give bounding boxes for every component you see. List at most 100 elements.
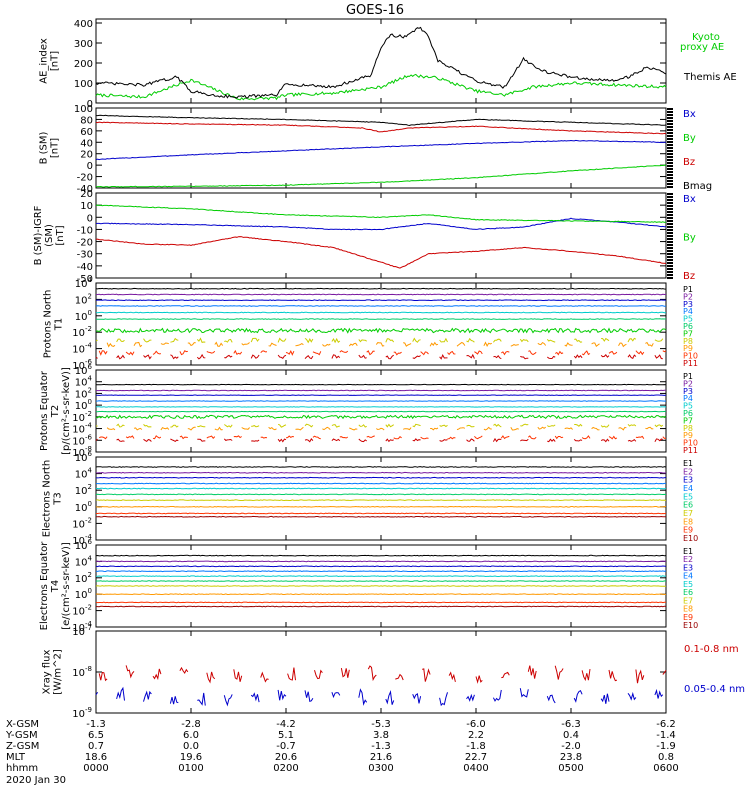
series-line: [95, 585, 667, 587]
legend-kyoto-proxy-ae-line2: proxy AE: [680, 42, 724, 53]
legend-e9: E9: [683, 526, 693, 535]
series-line: [98, 349, 667, 356]
edge-mark: [667, 265, 673, 267]
plot-title: GOES-16: [346, 3, 404, 18]
y-tick-label: 106: [75, 450, 93, 464]
y-tick-label: 100: [74, 79, 93, 90]
ephemeris-label-hhmm: hhmm: [6, 763, 38, 774]
y-tick-label: 200: [74, 59, 93, 70]
series-line: [95, 437, 663, 443]
y-axis-label: T3: [53, 492, 64, 505]
y-tick-label: -40: [77, 184, 93, 195]
ephemeris-value: 0500: [558, 763, 583, 774]
y-tick-label: -20: [77, 173, 93, 184]
ephemeris-value: 22.7: [465, 752, 487, 763]
y-tick-label: 10-2: [72, 516, 92, 530]
legend-by: By: [683, 133, 696, 144]
series-line: [95, 217, 667, 231]
legend-e6: E6: [683, 501, 693, 510]
ephemeris-value: -6.3: [561, 719, 581, 730]
y-tick-label: -10: [77, 225, 93, 236]
y-tick-label: 10-4: [72, 620, 92, 634]
series-line: [95, 570, 667, 573]
edge-mark: [667, 274, 673, 276]
series-line: [96, 482, 666, 485]
series-line: [95, 554, 667, 557]
y-tick-label: 10-7: [72, 624, 92, 638]
legend-p10: P10: [683, 352, 698, 361]
ephemeris-value: 0.7: [88, 741, 104, 752]
y-axis-label: (SM): [44, 224, 55, 247]
edge-mark: [667, 153, 673, 155]
y-tick-label: 10-2: [72, 325, 92, 339]
legend-bx: Bx: [683, 194, 696, 205]
ephemeris-value: 0.4: [563, 730, 579, 741]
legend-p7: P7: [683, 416, 693, 425]
legend-p1: P1: [683, 372, 693, 381]
edge-mark: [667, 165, 673, 167]
legend-p4: P4: [683, 307, 693, 316]
legend-e3: E3: [683, 476, 693, 485]
ephemeris-value: 21.6: [370, 752, 392, 763]
legend-p8: P8: [683, 337, 693, 346]
y-tick-label: 102: [75, 483, 92, 497]
panel-7: 106 104 102 100 10-2 10-4 Electrons Equator T4[…: [39, 538, 698, 634]
series-line: [96, 512, 667, 515]
y-tick-label: 104: [75, 554, 93, 568]
legend-p9: P9: [683, 344, 693, 353]
edge-mark: [667, 247, 673, 249]
panel-frame: [95, 630, 667, 714]
legend-p2: P2: [683, 379, 693, 388]
y-tick-label: 300: [74, 39, 93, 50]
legend-e10: E10: [683, 534, 698, 543]
series-line: [96, 114, 667, 127]
legend-e10: E10: [683, 621, 698, 630]
series-line: [95, 293, 667, 296]
legend-e1: E1: [683, 459, 693, 468]
edge-mark: [667, 177, 673, 179]
series-line: [95, 353, 663, 360]
ephemeris-value: -1.3: [371, 741, 391, 752]
ephemeris-value: 5.1: [278, 730, 294, 741]
ephemeris-value: 0100: [178, 763, 203, 774]
y-axis-label: Electrons Equator: [39, 541, 50, 631]
edge-mark: [667, 141, 673, 143]
y-axis-label: Xray flux: [42, 650, 53, 695]
legend-themis-ae: Themis AE: [683, 72, 737, 83]
y-tick-label: 100: [75, 500, 92, 514]
series-line: [98, 435, 667, 440]
series-line: [98, 665, 667, 684]
legend-p5: P5: [683, 315, 693, 324]
edge-mark: [667, 193, 673, 195]
ephemeris-value: 0.8: [658, 752, 674, 763]
legend-p4: P4: [683, 394, 693, 403]
ephemeris-label-mlt: MLT: [6, 752, 26, 763]
legend-e4: E4: [683, 484, 693, 493]
edge-mark: [667, 235, 673, 237]
legend-kyoto-proxy-ae-line1: Kyoto: [692, 32, 720, 43]
y-tick-label: 10-8: [72, 445, 92, 459]
series-line: [95, 311, 667, 314]
y-axis-label: [nT]: [55, 225, 66, 245]
legend-e3: E3: [683, 563, 693, 572]
y-tick-label: -30: [77, 250, 93, 261]
y-tick-label: 10-6: [72, 358, 92, 372]
edge-mark: [667, 253, 673, 255]
edge-mark: [667, 150, 673, 152]
series-line: [95, 471, 666, 474]
ephemeris-value: 0300: [368, 763, 393, 774]
series-line: [95, 499, 667, 502]
legend-p11: P11: [683, 359, 698, 368]
y-tick-label: 0: [87, 161, 93, 172]
y-tick-label: 102: [75, 292, 92, 306]
edge-mark: [667, 238, 673, 240]
ephemeris-value: 6.0: [183, 730, 199, 741]
y-tick-label: 10-2: [72, 604, 92, 618]
y-tick-label: 20: [80, 150, 93, 161]
edge-mark: [667, 214, 673, 216]
y-axis-label: [W/m^2]: [53, 649, 64, 695]
legend-p9: P9: [683, 431, 693, 440]
y-tick-label: 104: [75, 276, 93, 290]
series-line: [95, 476, 667, 479]
